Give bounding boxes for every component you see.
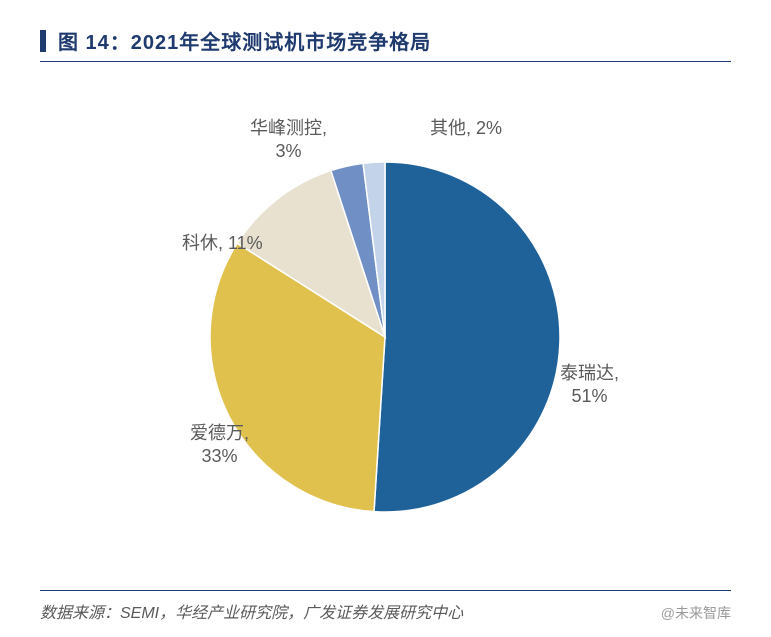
pie-chart-area: 泰瑞达,51% 爱德万,33% 科休, 11% 华峰测控,3% 其他, 2% [0, 62, 771, 552]
pie-chart-svg [0, 62, 771, 552]
source-text: 数据来源：SEMI，华经产业研究院，广发证券发展研究中心 [40, 599, 463, 623]
pie-slice-label: 泰瑞达,51% [560, 362, 619, 407]
chart-footer: 数据来源：SEMI，华经产业研究院，广发证券发展研究中心 @未来智库 [40, 590, 731, 623]
pie-slice-label: 科休, 11% [182, 232, 263, 255]
chart-title: 图 14：2021年全球测试机市场竞争格局 [58, 26, 431, 55]
pie-slice-label: 其他, 2% [430, 117, 502, 140]
pie-slice-label: 爱德万,33% [190, 422, 249, 467]
watermark-text: @未来智库 [661, 603, 731, 623]
pie-slice [374, 162, 560, 512]
chart-title-bar: 图 14：2021年全球测试机市场竞争格局 [40, 18, 731, 62]
title-accent [40, 30, 46, 52]
pie-slice-label: 华峰测控,3% [250, 117, 327, 162]
